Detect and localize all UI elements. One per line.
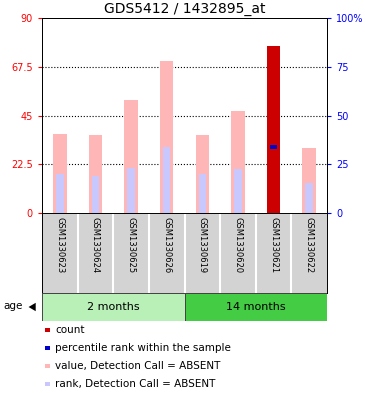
Bar [89,135,102,213]
Bar [270,145,277,149]
Text: age: age [3,301,23,311]
Bar [53,134,66,213]
Bar [231,111,245,213]
Text: rank, Detection Call = ABSENT: rank, Detection Call = ABSENT [55,379,216,389]
Bar [42,293,184,321]
Bar [127,167,135,213]
Text: value, Detection Call = ABSENT: value, Detection Call = ABSENT [55,361,221,371]
Text: GSM1330624: GSM1330624 [91,217,100,273]
Bar [306,183,313,213]
Bar [163,147,170,213]
Text: GSM1330623: GSM1330623 [55,217,64,273]
Bar [45,382,50,386]
Bar [196,135,209,213]
Bar [45,328,50,332]
Text: count: count [55,325,85,335]
Bar [45,346,50,350]
Bar [160,61,173,213]
Bar [184,293,327,321]
Text: GSM1330622: GSM1330622 [305,217,314,273]
Text: GSM1330626: GSM1330626 [162,217,171,273]
Text: GSM1330625: GSM1330625 [127,217,135,273]
Text: percentile rank within the sample: percentile rank within the sample [55,343,231,353]
Bar [234,169,242,213]
Bar [267,46,280,213]
Text: 14 months: 14 months [226,302,285,312]
Text: 2 months: 2 months [87,302,139,312]
Bar [199,174,206,213]
Text: GSM1330619: GSM1330619 [198,217,207,273]
Bar [45,364,50,368]
Bar [92,176,99,213]
Bar [124,100,138,213]
Title: GDS5412 / 1432895_at: GDS5412 / 1432895_at [104,2,265,16]
Text: GSM1330621: GSM1330621 [269,217,278,273]
Bar [303,148,316,213]
Bar [56,174,64,213]
Text: GSM1330620: GSM1330620 [234,217,242,273]
Polygon shape [28,303,36,311]
